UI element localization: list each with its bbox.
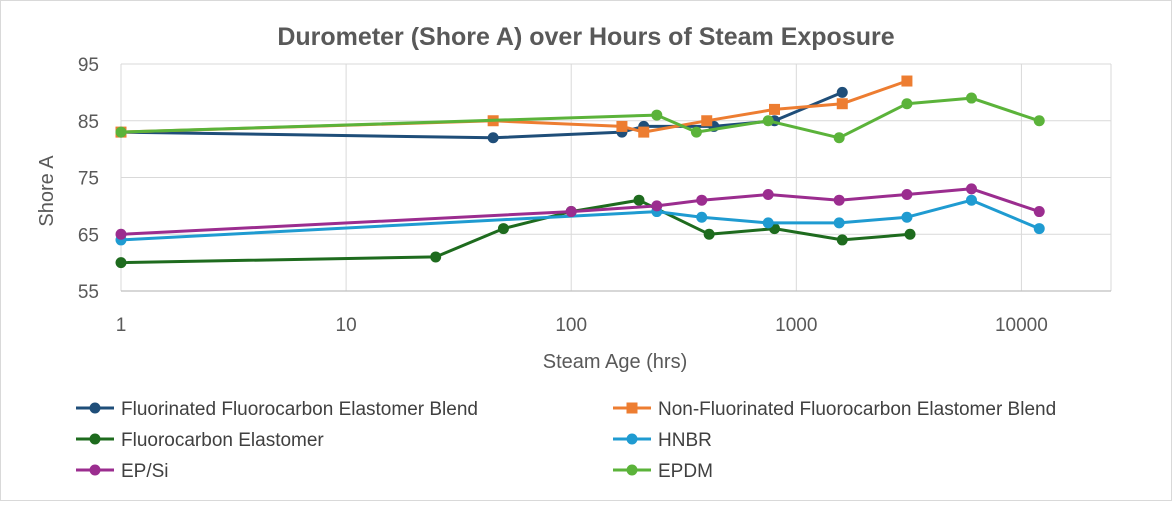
legend-label: Fluorinated Fluorocarbon Elastomer Blend [121, 399, 478, 420]
legend-marker [89, 464, 101, 476]
legend-label: EPDM [658, 461, 713, 482]
data-point [651, 200, 663, 212]
data-point [1033, 223, 1045, 235]
data-point [762, 115, 774, 127]
legend-label: HNBR [658, 430, 712, 451]
data-point [836, 98, 848, 110]
data-point [115, 257, 127, 269]
series-5 [115, 92, 1045, 144]
x-tick-label: 10000 [995, 315, 1048, 336]
y-axis-label: Shore A [36, 155, 58, 227]
legend-marker [89, 402, 101, 414]
x-tick-label: 1 [116, 315, 127, 336]
series-line [120, 79, 908, 134]
data-point [487, 132, 499, 144]
legend-item: Fluorocarbon Elastomer [76, 430, 324, 451]
data-point [904, 228, 916, 240]
data-point [115, 126, 127, 138]
data-point [762, 189, 774, 201]
data-point [965, 92, 977, 104]
x-axis-label: Steam Age (hrs) [543, 351, 688, 373]
legend-marker [626, 433, 638, 445]
legend-item: HNBR [613, 430, 712, 451]
data-point [696, 194, 708, 206]
legend-marker [626, 402, 638, 414]
data-point [836, 234, 848, 246]
y-tick-label: 65 [78, 225, 99, 246]
legend-label: Non-Fluorinated Fluorocarbon Elastomer B… [658, 399, 1056, 420]
y-tick-label: 55 [78, 282, 99, 303]
data-point [833, 194, 845, 206]
data-point [901, 75, 913, 87]
data-point [565, 206, 577, 218]
data-point [651, 109, 663, 121]
legend-item: Fluorinated Fluorocarbon Elastomer Blend [76, 399, 478, 420]
legend-label: Fluorocarbon Elastomer [121, 430, 324, 451]
data-point [696, 211, 708, 223]
data-point [701, 115, 713, 127]
series-2 [115, 194, 916, 269]
data-point [769, 103, 781, 115]
x-tick-label: 10 [336, 315, 357, 336]
y-tick-label: 95 [78, 55, 99, 76]
y-tick-label: 85 [78, 112, 99, 133]
series-line [120, 198, 911, 265]
series-3 [115, 194, 1045, 246]
legend: Fluorinated Fluorocarbon Elastomer Blend… [76, 399, 1056, 482]
data-point [633, 194, 645, 206]
legend-item: EP/Si [76, 461, 169, 482]
legend-label: EP/Si [121, 461, 169, 482]
data-point [703, 228, 715, 240]
axes: 55 65 75 85 95 1 10 100 1000 10000 [78, 55, 1111, 336]
legend-item: Non-Fluorinated Fluorocarbon Elastomer B… [613, 399, 1056, 420]
data-point [833, 217, 845, 229]
data-point [115, 228, 127, 240]
legend-marker [626, 464, 638, 476]
data-point [430, 251, 442, 263]
grid [120, 63, 1112, 292]
legend-item: EPDM [613, 461, 713, 482]
series-layer [115, 75, 1045, 269]
data-point [901, 98, 913, 110]
legend-marker [89, 433, 101, 445]
data-point [965, 183, 977, 195]
data-point [638, 126, 650, 138]
series-line [120, 198, 1040, 242]
series-4 [115, 183, 1045, 240]
y-tick-label: 75 [78, 169, 99, 190]
series-line [120, 187, 1040, 236]
data-point [1033, 115, 1045, 127]
data-point [901, 211, 913, 223]
data-point [690, 126, 702, 138]
data-point [762, 217, 774, 229]
chart-title: Durometer (Shore A) over Hours of Steam … [277, 23, 894, 51]
x-tick-label: 1000 [775, 315, 817, 336]
x-tick-label: 100 [555, 315, 587, 336]
data-point [616, 120, 628, 132]
series-line [120, 96, 1040, 140]
data-point [1033, 206, 1045, 218]
data-point [497, 223, 509, 235]
data-point [901, 189, 913, 201]
data-point [833, 132, 845, 144]
data-point [836, 86, 848, 98]
data-point [965, 194, 977, 206]
